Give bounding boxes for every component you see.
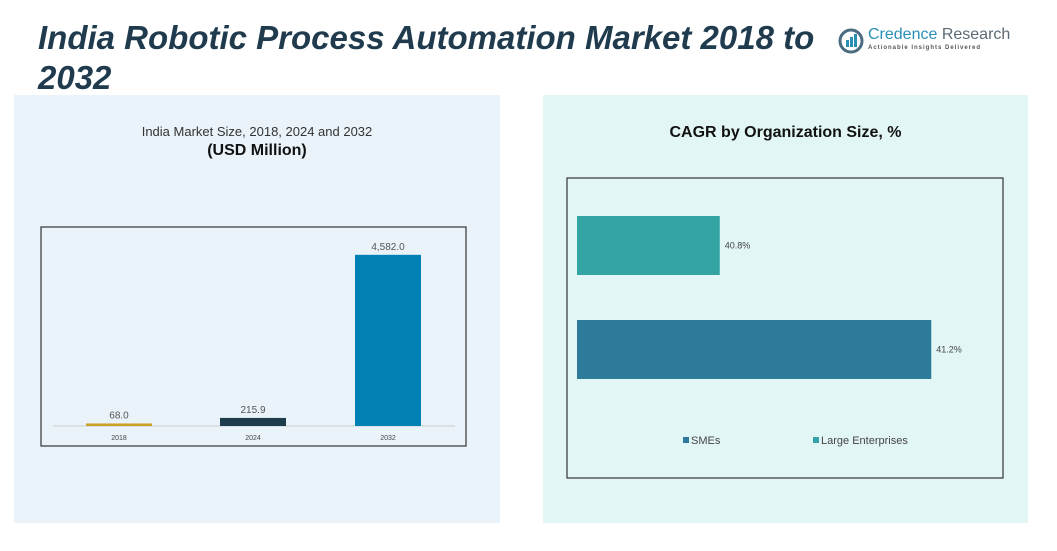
data-label-2032: 4,582.0 <box>371 242 405 253</box>
logo: Credence Research Actionable Insights De… <box>838 26 1013 56</box>
data-label-smes: 41.2% <box>936 345 962 355</box>
logo-icon <box>838 28 864 54</box>
page-title: India Robotic Process Automation Market … <box>38 19 815 96</box>
cagr-chart-frame <box>566 177 1004 479</box>
market-chart-title: India Market Size, 2018, 2024 and 2032 <box>141 124 373 139</box>
x-tick-2032: 2032 <box>380 435 396 442</box>
cagr-chart-title: CAGR by Organization Size, % <box>669 124 902 141</box>
data-label-2024: 215.9 <box>240 405 265 416</box>
logo-name: Credence Research <box>868 26 1010 44</box>
market-chart-frame <box>40 226 467 447</box>
x-tick-2024: 2024 <box>245 435 261 442</box>
logo-name-part2: Research <box>937 26 1011 43</box>
cagr-panel <box>543 95 1028 523</box>
logo-name-part1: Credence <box>868 26 938 43</box>
data-label-large-enterprises: 40.8% <box>725 241 751 251</box>
market-chart-subtitle: (USD Million) <box>207 142 307 159</box>
bar-smes <box>577 320 932 379</box>
bar-2024 <box>220 417 286 426</box>
legend-swatch-smes <box>683 437 689 443</box>
logo-tagline: Actionable Insights Delivered <box>868 45 982 51</box>
bar-2018 <box>86 423 152 426</box>
legend-label-smes: SMEs <box>691 435 721 447</box>
bar-large-enterprises <box>577 216 720 275</box>
data-label-2018: 68.0 <box>109 410 129 421</box>
legend-label-large-enterprises: Large Enterprises <box>821 435 908 447</box>
x-tick-2018: 2018 <box>111 435 127 442</box>
bar-2032 <box>355 254 421 426</box>
legend-swatch-large-enterprises <box>813 437 819 443</box>
